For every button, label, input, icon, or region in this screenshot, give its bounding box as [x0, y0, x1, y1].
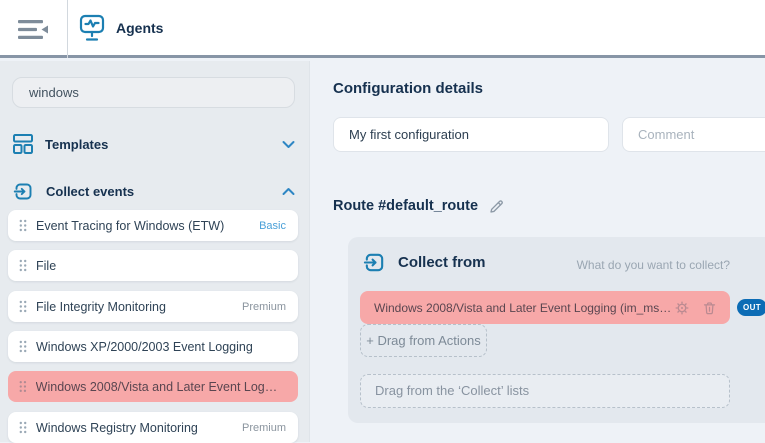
- list-item-label: Windows 2008/Vista and Later Event Loggi…: [35, 379, 278, 394]
- menu-collapse-icon: [18, 20, 48, 39]
- list-item-label: Event Tracing for Windows (ETW): [36, 218, 225, 233]
- basic-badge: Basic: [259, 219, 286, 232]
- premium-badge: Premium: [241, 300, 286, 313]
- sidebar-section-templates[interactable]: Templates: [13, 132, 295, 156]
- collect-dropzone[interactable]: Drag from the ‘Collect’ lists: [360, 374, 730, 408]
- list-item-label: File Integrity Monitoring: [36, 299, 166, 314]
- chip-label: Windows 2008/Vista and Later Event Loggi…: [374, 300, 674, 315]
- edit-route-icon[interactable]: [488, 197, 506, 215]
- settings-gear-icon[interactable]: [674, 300, 690, 316]
- drag-handle-icon: [19, 259, 27, 272]
- collect-events-icon: [13, 183, 32, 199]
- app-nav-agents[interactable]: Agents: [78, 13, 163, 43]
- list-item-file-integrity[interactable]: File Integrity Monitoring Premium: [8, 291, 298, 322]
- list-item-label: File: [36, 258, 57, 273]
- list-item-windows-xp[interactable]: Windows XP/2000/2003 Event Logging: [8, 331, 298, 362]
- collect-hint-text: What do you want to collect?: [576, 258, 730, 272]
- list-item-windows-2008-selected[interactable]: Windows 2008/Vista and Later Event Loggi…: [8, 371, 298, 402]
- out-badge: OUT: [737, 299, 765, 316]
- drag-from-actions-button[interactable]: + Drag from Actions: [360, 324, 487, 357]
- list-item-label: Windows XP/2000/2003 Event Logging: [36, 339, 253, 354]
- drag-handle-icon: [19, 340, 27, 353]
- agents-monitor-icon: [79, 14, 105, 41]
- section-label: Collect events: [46, 183, 135, 199]
- route-module-chip[interactable]: Windows 2008/Vista and Later Event Loggi…: [360, 291, 730, 324]
- list-item-label: Windows Registry Monitoring: [36, 420, 198, 435]
- delete-trash-icon[interactable]: [702, 300, 717, 316]
- sidebar-collapse-button[interactable]: [18, 19, 48, 40]
- route-title-row: Route #default_route: [333, 197, 506, 215]
- config-details-heading: Configuration details: [333, 80, 483, 97]
- list-item-windows-registry[interactable]: Windows Registry Monitoring Premium: [8, 412, 298, 443]
- collect-from-icon: [363, 253, 384, 272]
- divider: [67, 0, 68, 58]
- collect-from-title: Collect from: [398, 254, 486, 271]
- topbar: Agents: [0, 0, 765, 58]
- route-title: Route #default_route: [333, 198, 479, 214]
- drag-handle-icon: [19, 300, 27, 313]
- configuration-name-input[interactable]: [333, 117, 609, 152]
- sidebar-section-collect-events[interactable]: Collect events: [13, 179, 295, 203]
- search-input[interactable]: [12, 77, 295, 108]
- list-item-file[interactable]: File: [8, 250, 298, 281]
- main-content: Configuration details Route #default_rou…: [311, 61, 765, 442]
- premium-badge: Premium: [241, 421, 286, 434]
- section-label: Templates: [45, 136, 109, 152]
- drag-handle-icon: [19, 421, 27, 434]
- drag-handle-icon: [19, 219, 27, 232]
- drag-handle-icon: [19, 381, 27, 392]
- comment-input[interactable]: [622, 117, 765, 152]
- templates-icon: [13, 134, 33, 154]
- chevron-down-icon[interactable]: [282, 140, 295, 149]
- collect-from-panel: Collect from What do you want to collect…: [348, 237, 765, 423]
- collect-from-header: Collect from: [363, 251, 486, 274]
- chevron-up-icon[interactable]: [282, 187, 295, 196]
- list-item-etw[interactable]: Event Tracing for Windows (ETW) Basic: [8, 210, 298, 241]
- app-title: Agents: [116, 20, 164, 36]
- sidebar: Templates Collect events Event Tracing f…: [0, 61, 310, 443]
